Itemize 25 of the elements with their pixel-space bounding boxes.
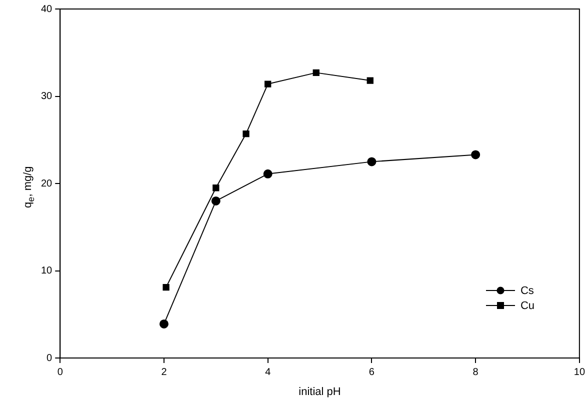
point <box>263 169 272 178</box>
y-tick-label: 10 <box>41 266 53 276</box>
point <box>159 319 168 328</box>
x-tick-label: 4 <box>265 366 272 378</box>
x-tick-label: 10 <box>574 366 586 378</box>
point <box>211 196 220 206</box>
x-tick-label: 8 <box>472 366 479 378</box>
y-tick-label: 0 <box>46 352 53 364</box>
point <box>242 130 250 138</box>
point <box>367 157 376 166</box>
x-axis-title: initial pH <box>298 386 342 398</box>
y-tick-label: 40 <box>41 4 53 15</box>
point <box>471 150 480 160</box>
point <box>212 184 220 192</box>
point <box>366 77 374 84</box>
x-tick-label: 2 <box>161 366 168 378</box>
point <box>312 69 320 76</box>
x-tick-label: 0 <box>57 366 64 378</box>
point <box>264 80 272 88</box>
legend-label: Cu <box>520 300 534 312</box>
point <box>162 284 170 291</box>
x-tick-label: 6 <box>368 366 375 378</box>
legend-label: Cs <box>520 284 534 296</box>
y-tick-label: 20 <box>41 178 53 190</box>
y-tick-label: 30 <box>41 91 53 102</box>
